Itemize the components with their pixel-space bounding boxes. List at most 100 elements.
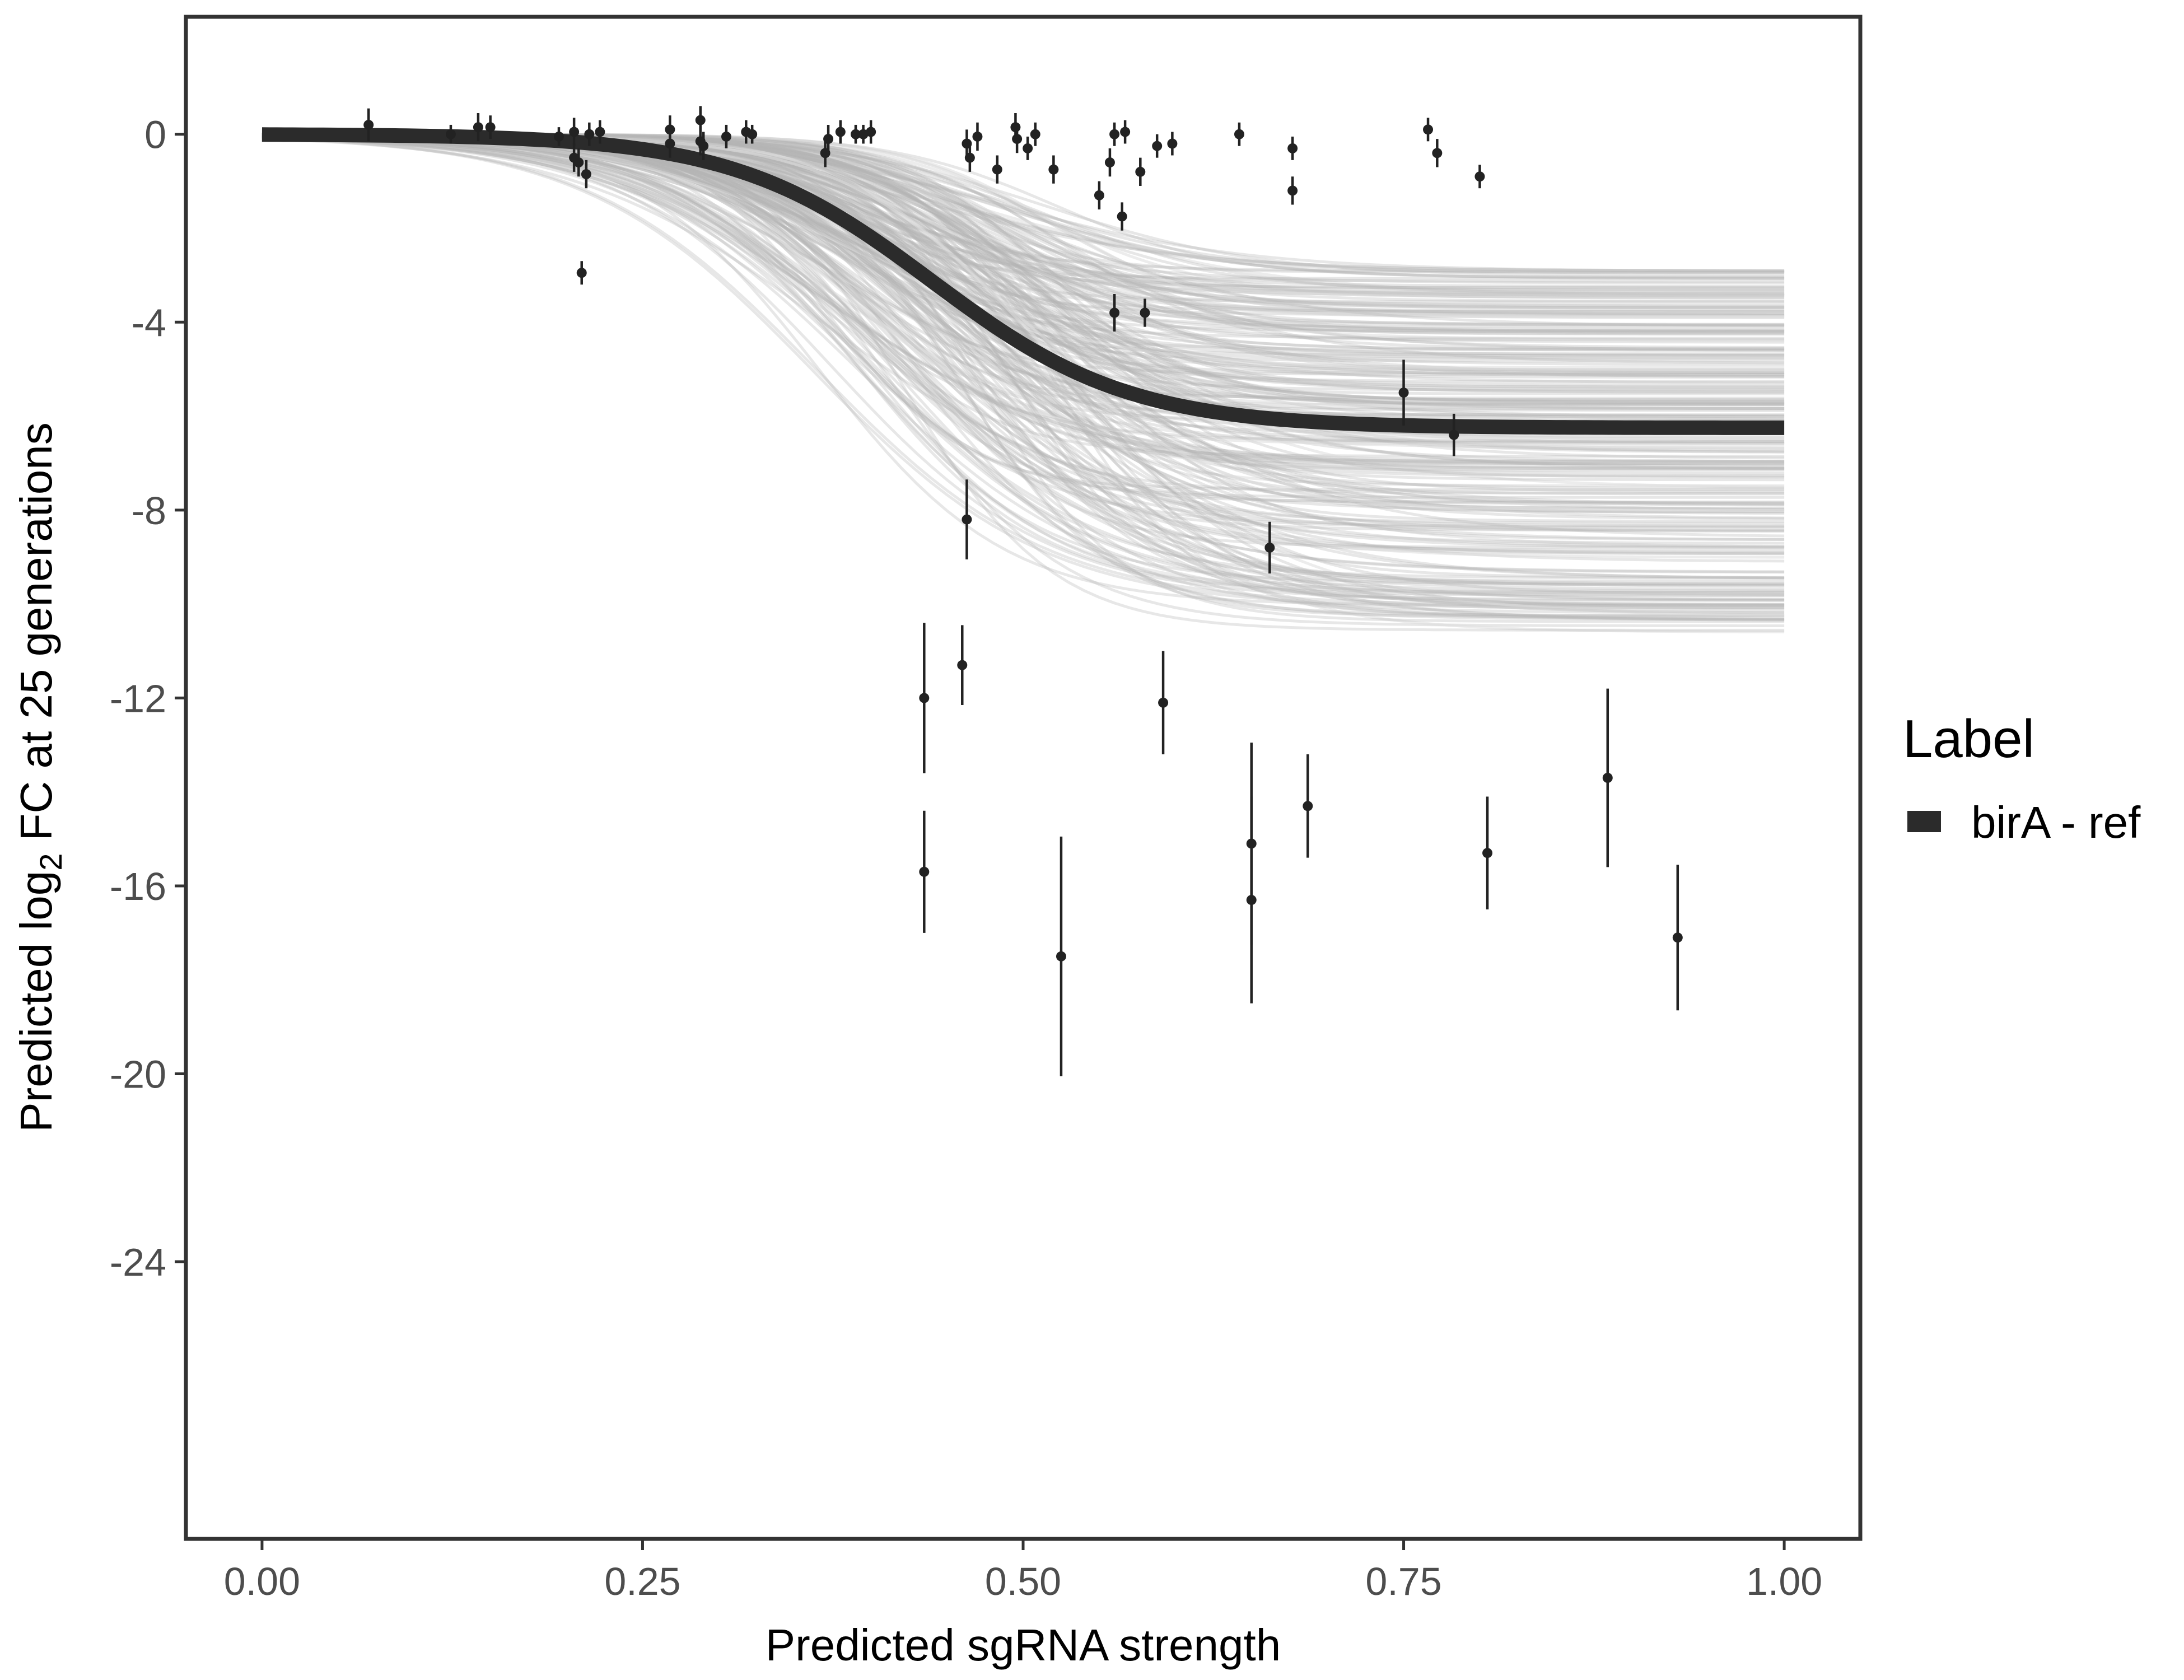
data-point — [698, 132, 709, 160]
point-marker — [1056, 951, 1066, 962]
posterior-draw-line — [262, 136, 1785, 533]
point-marker — [1234, 129, 1244, 139]
point-marker — [919, 693, 930, 703]
main-curve-birA-ref — [262, 127, 1785, 435]
data-point — [919, 623, 930, 773]
point-marker — [823, 134, 834, 144]
point-marker — [721, 131, 731, 142]
x-tick-label: 0.00 — [224, 1560, 300, 1603]
y-tick-label: -16 — [110, 865, 166, 908]
data-points-layer — [363, 106, 1683, 1076]
point-marker — [363, 119, 374, 130]
x-tick-label: 1.00 — [1746, 1560, 1822, 1603]
posterior-draw-line — [262, 134, 1785, 586]
y-tick-label: 0 — [144, 113, 166, 157]
data-point — [1152, 134, 1163, 158]
posterior-draw-line — [262, 134, 1785, 529]
posterior-draw-line — [262, 134, 1785, 409]
data-point — [964, 143, 975, 172]
x-tick-label: 0.75 — [1365, 1560, 1441, 1603]
point-marker — [1287, 185, 1298, 196]
data-point — [473, 113, 483, 142]
point-marker — [1104, 157, 1115, 168]
data-point — [1449, 413, 1459, 456]
point-marker — [1449, 430, 1459, 440]
data-point — [553, 127, 564, 146]
y-tick-label: -4 — [132, 301, 166, 344]
point-marker — [695, 115, 706, 125]
x-axis: 0.00 0.25 0.50 0.75 1.00 — [224, 1539, 1822, 1603]
data-point — [1303, 754, 1313, 858]
point-marker — [1482, 848, 1493, 858]
data-point — [851, 124, 861, 144]
data-point — [992, 155, 1002, 184]
point-marker — [1048, 164, 1059, 175]
data-point — [1109, 122, 1120, 146]
point-marker — [964, 152, 975, 163]
point-marker — [972, 131, 983, 142]
point-marker — [1135, 166, 1146, 177]
data-point — [747, 124, 758, 144]
data-point — [1135, 157, 1146, 186]
posterior-draw-line — [262, 135, 1785, 554]
x-tick-label: 0.50 — [985, 1560, 1061, 1603]
point-marker — [1672, 932, 1683, 943]
point-marker — [1152, 141, 1163, 151]
data-point — [1234, 122, 1244, 146]
data-point — [1287, 136, 1298, 160]
y-tick-label: -20 — [110, 1053, 166, 1096]
posterior-draw-line — [262, 134, 1785, 592]
point-marker — [1109, 129, 1120, 139]
data-point — [1432, 139, 1443, 167]
data-point — [1030, 122, 1040, 146]
point-marker — [1010, 122, 1021, 133]
point-marker — [1109, 307, 1120, 318]
main-curve-layer — [262, 127, 1785, 435]
data-point — [1117, 202, 1127, 231]
point-marker — [445, 129, 456, 139]
posterior-draw-line — [262, 135, 1785, 601]
data-point — [573, 148, 584, 177]
point-marker — [595, 127, 605, 137]
point-marker — [553, 131, 564, 142]
data-point — [1672, 865, 1683, 1011]
point-marker — [573, 157, 584, 168]
data-point — [1423, 118, 1434, 142]
data-point — [1158, 651, 1169, 755]
data-point — [1120, 120, 1131, 144]
data-point — [665, 129, 675, 158]
point-marker — [569, 127, 580, 137]
point-marker — [698, 141, 709, 151]
point-marker — [1158, 697, 1169, 708]
legend-key — [1907, 811, 1941, 832]
posterior-draw-line — [262, 136, 1785, 469]
y-axis-title-prefix: Predicted log — [11, 871, 61, 1132]
data-point — [445, 124, 456, 144]
point-marker — [1094, 190, 1104, 200]
data-point — [584, 122, 595, 146]
posterior-draw-line — [262, 135, 1785, 466]
point-marker — [1140, 307, 1150, 318]
data-point — [1048, 155, 1059, 184]
point-marker — [1423, 124, 1434, 135]
data-point — [866, 120, 876, 144]
point-marker — [1602, 773, 1613, 783]
point-marker — [1117, 211, 1127, 222]
data-point — [972, 122, 983, 151]
posterior-draw-line — [262, 135, 1785, 588]
posterior-draw-line — [262, 136, 1785, 606]
data-point — [919, 810, 930, 933]
y-tick-label: -24 — [110, 1240, 166, 1284]
data-point — [1602, 688, 1613, 867]
data-point — [823, 124, 834, 153]
point-marker — [665, 138, 675, 149]
point-marker — [1120, 127, 1131, 137]
point-marker — [919, 866, 930, 877]
data-point — [1482, 796, 1493, 909]
point-marker — [584, 129, 595, 139]
point-marker — [866, 127, 876, 137]
y-axis-title-subscript: 2 — [33, 853, 68, 871]
point-marker — [485, 122, 496, 133]
data-point — [576, 261, 587, 285]
